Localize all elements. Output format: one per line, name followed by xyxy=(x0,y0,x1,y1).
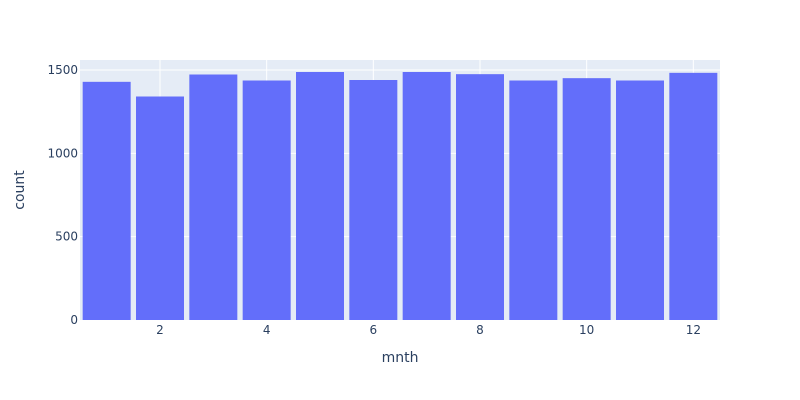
plot-background xyxy=(80,60,720,320)
x-axis-ticks: 2 4 6 8 10 12 xyxy=(156,323,701,337)
bar-10[interactable] xyxy=(562,78,611,321)
bar-6[interactable] xyxy=(349,80,398,320)
y-tick-label: 0 xyxy=(70,313,78,327)
y-axis-title: count xyxy=(12,170,28,210)
y-axis-ticks: 0 500 1000 1500 xyxy=(47,63,78,327)
x-tick-label: 8 xyxy=(476,323,484,337)
x-tick-label: 4 xyxy=(263,323,271,337)
x-tick-label: 2 xyxy=(156,323,164,337)
x-tick-label: 6 xyxy=(370,323,378,337)
y-tick-label: 1500 xyxy=(47,63,78,77)
y-tick-label: 1000 xyxy=(47,146,78,160)
bar-7[interactable] xyxy=(402,72,451,320)
bar-3[interactable] xyxy=(189,74,238,321)
bar-1[interactable] xyxy=(82,81,131,320)
x-axis-title: mnth xyxy=(382,350,419,366)
bar-5[interactable] xyxy=(296,72,344,320)
y-tick-label: 500 xyxy=(55,230,78,244)
bars xyxy=(82,72,718,321)
bar-4[interactable] xyxy=(242,80,291,321)
bar-9[interactable] xyxy=(509,80,558,321)
x-tick-label: 12 xyxy=(686,323,701,337)
bar-8[interactable] xyxy=(456,74,504,321)
bar-2[interactable] xyxy=(136,96,184,321)
x-tick-label: 10 xyxy=(579,323,594,337)
bar-11[interactable] xyxy=(616,80,664,321)
bar-12[interactable] xyxy=(669,72,718,320)
